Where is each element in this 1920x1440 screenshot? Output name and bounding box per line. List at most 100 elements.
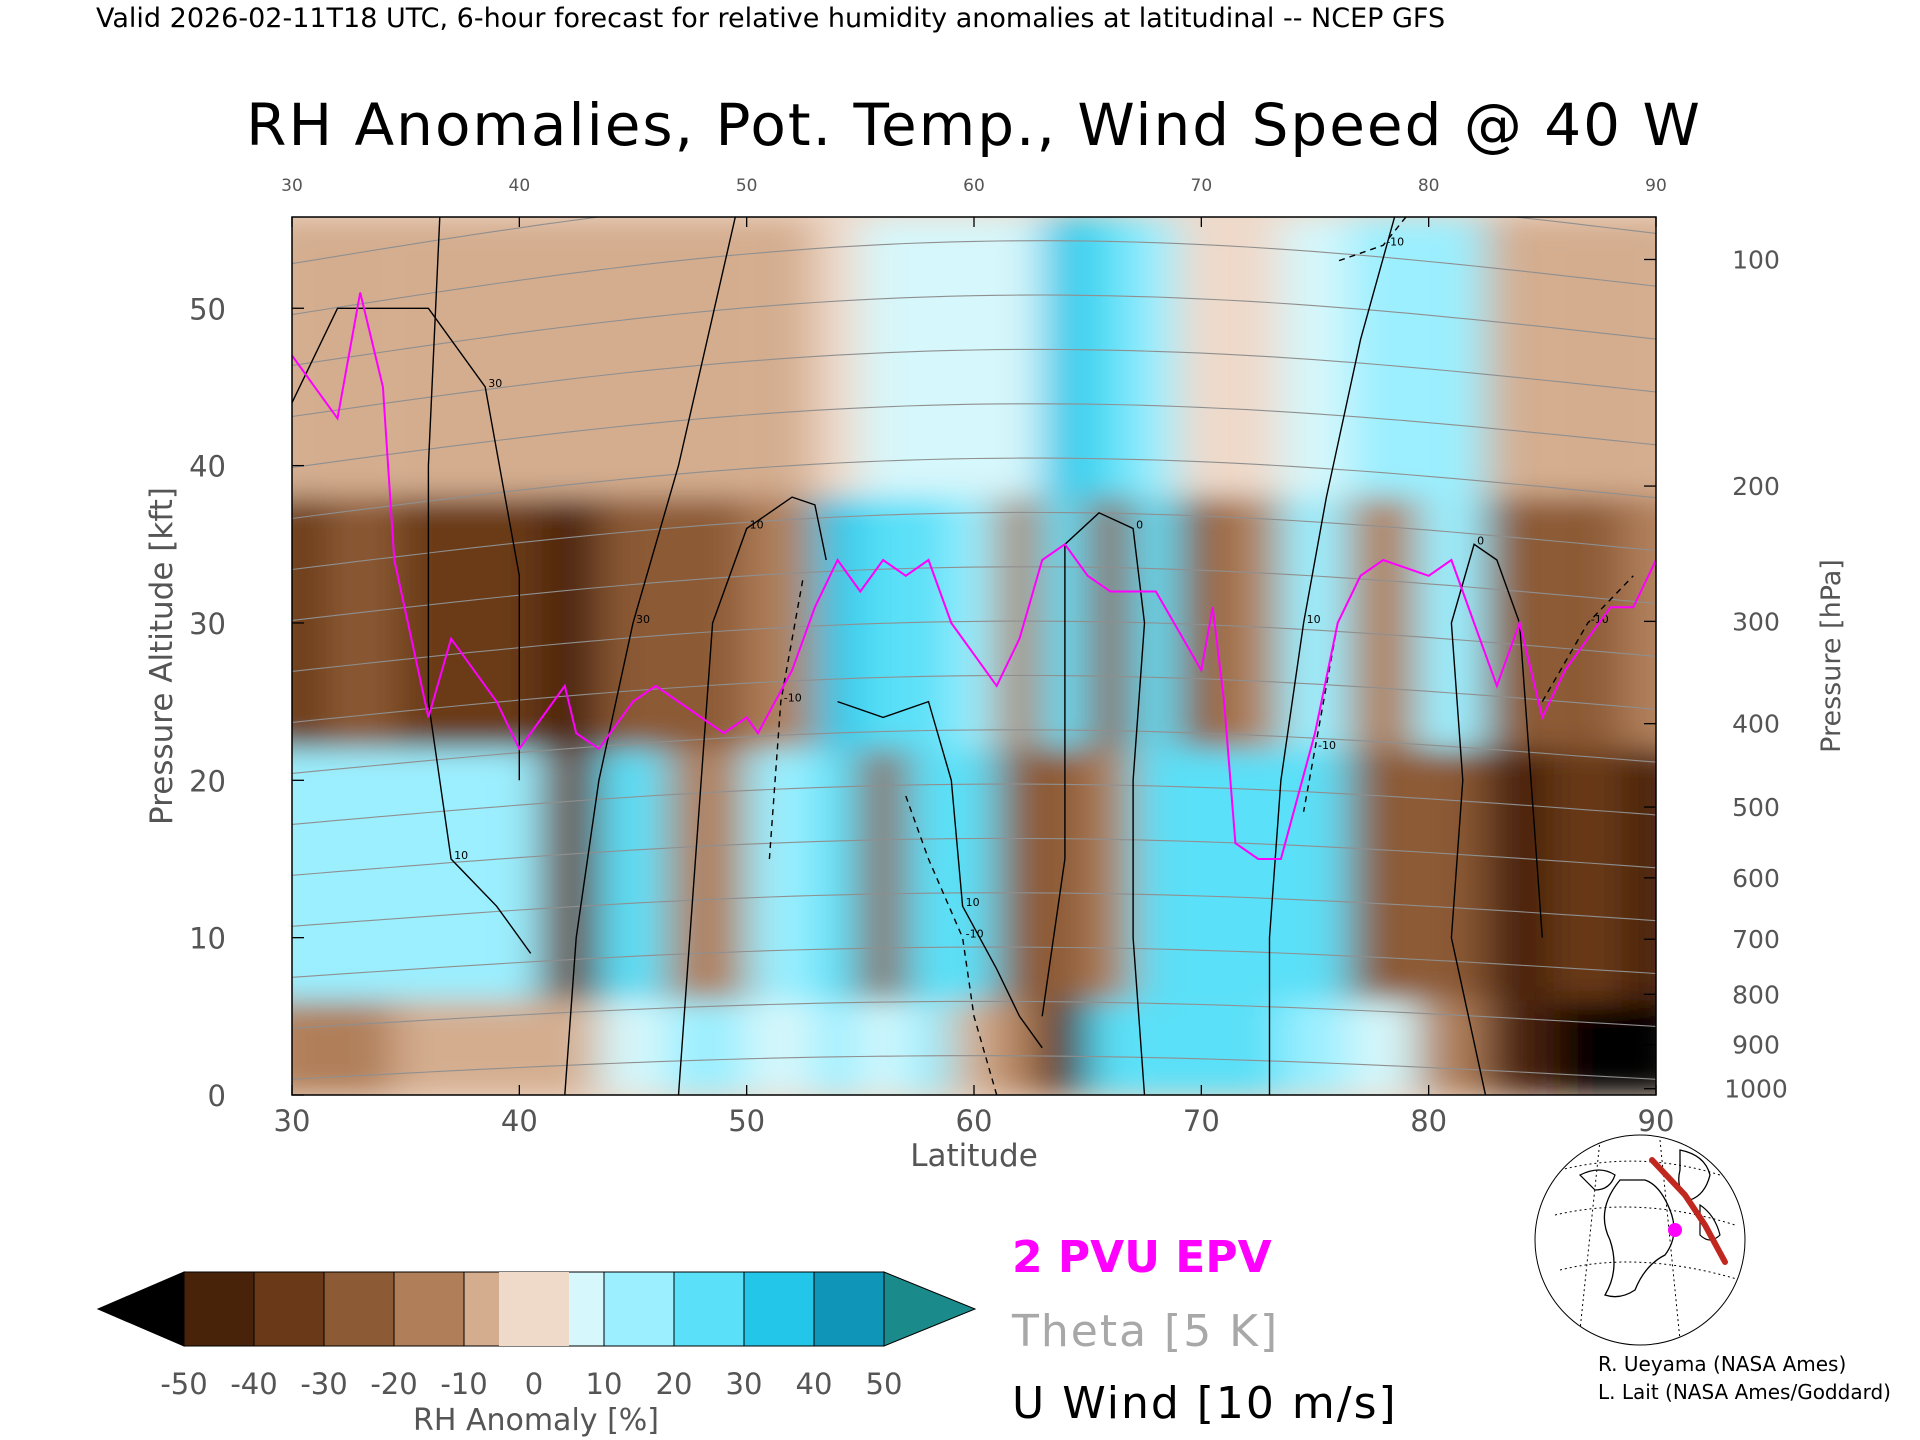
rh-cell (292, 217, 327, 498)
colorbar-center (499, 1272, 569, 1346)
rh-cell (1485, 1000, 1554, 1095)
u-wind-contour (1450, 543, 1543, 1095)
axes: 3030404050506060707080809090010203040501… (189, 176, 1788, 1138)
theta-contour (292, 403, 1656, 469)
theta-contour (292, 1000, 1656, 1029)
rh-cell (1349, 1000, 1418, 1095)
rh-cell (473, 497, 543, 749)
x-tick-label-top: 30 (281, 176, 303, 196)
rh-cell (1178, 1000, 1225, 1095)
colorbar-bin (183, 1271, 255, 1347)
u-wind-contour-label: 10 (1307, 613, 1321, 626)
rh-cell (473, 748, 543, 1001)
x-tick-label: 40 (501, 1104, 538, 1138)
theta-contour (292, 294, 1656, 367)
rh-cell (814, 217, 861, 498)
x-tick-label: 70 (1183, 1104, 1220, 1138)
x-tick-label-top: 70 (1191, 176, 1213, 196)
y2-axis-label: Pressure [hPa] (1816, 559, 1847, 753)
u-wind-contour (768, 575, 805, 860)
u-wind-contour (677, 496, 827, 1095)
rh-cell (394, 1000, 474, 1095)
u-wind-contour (1337, 217, 1407, 262)
epv-2pvu-line (292, 292, 1656, 860)
epv-2pvu-contour (292, 292, 1656, 860)
theta-contour (292, 837, 1656, 876)
pressure-tick-label: 800 (1732, 980, 1780, 1009)
rh-cell (1178, 497, 1225, 749)
credit-line-2: L. Lait (NASA Ames/Goddard) (1598, 1380, 1891, 1404)
colorbar-tick-label: 50 (866, 1367, 903, 1401)
u-wind-contour (837, 700, 1043, 1049)
colorbar-bin (813, 1271, 885, 1347)
u-wind-contour (564, 217, 736, 1095)
pressure-tick-label: 700 (1732, 925, 1780, 954)
u-wind-contour (905, 795, 998, 1095)
rh-anomaly-field (292, 217, 1656, 1095)
y-tick-label: 20 (189, 764, 226, 798)
theta-contour (292, 892, 1656, 927)
pressure-tick-label: 400 (1732, 710, 1780, 739)
rh-cell (951, 1000, 997, 1095)
rh-cell (1178, 748, 1225, 1001)
y-tick-label: 0 (208, 1079, 226, 1113)
rh-cell (1349, 217, 1418, 498)
rh-cell (905, 1000, 952, 1095)
rh-cell (1349, 497, 1418, 749)
u-wind-contour (1268, 217, 1396, 1095)
rh-cell (598, 1000, 668, 1095)
header-line: Valid 2026-02-11T18 UTC, 6-hour forecast… (96, 3, 1445, 34)
x-tick-label-top: 50 (736, 176, 758, 196)
chart-title: RH Anomalies, Pot. Temp., Wind Speed @ 4… (246, 91, 1702, 159)
theta-contours (292, 217, 1656, 1080)
rh-cell (542, 748, 599, 1001)
rh-cell (746, 1000, 815, 1095)
rh-cell (1553, 748, 1622, 1001)
u-wind-contour (427, 217, 532, 954)
colorbar-tick-label: 20 (656, 1367, 693, 1401)
rh-cell (1553, 1000, 1622, 1095)
rh-cell (860, 748, 906, 1001)
rh-cell (905, 748, 952, 1001)
rh-cell (326, 1000, 395, 1095)
rh-cell (746, 497, 815, 749)
rh-cell (667, 217, 747, 498)
pressure-tick-label: 900 (1732, 1031, 1780, 1060)
rh-cell (1087, 217, 1134, 498)
u-wind-contour-label: 0 (1477, 534, 1484, 547)
colorbar-tick-label: -40 (230, 1367, 277, 1401)
rh-cell (1621, 748, 1656, 1001)
x-axis-label: Latitude (910, 1138, 1038, 1174)
y-tick-label: 30 (189, 607, 226, 641)
colorbar-tick-label: 10 (586, 1367, 623, 1401)
legend-theta: Theta [5 K] (1011, 1306, 1279, 1357)
colorbar-tick-label: 40 (796, 1367, 833, 1401)
x-tick-label: 80 (1410, 1104, 1447, 1138)
rh-cell (1485, 217, 1554, 498)
rh-cell (905, 217, 952, 498)
rh-cell (326, 748, 395, 1001)
rh-cell (1087, 1000, 1134, 1095)
rh-cell (1621, 217, 1656, 498)
theta-contour (292, 1055, 1656, 1080)
credit-line-1: R. Ueyama (NASA Ames) (1598, 1352, 1846, 1376)
u-wind-contour-label: -10 (1386, 235, 1404, 248)
colorbar-label: RH Anomaly [%] (413, 1403, 659, 1438)
colorbar-tick-label: -50 (160, 1367, 207, 1401)
rh-cell (1133, 217, 1179, 498)
u-wind-contour (1302, 622, 1339, 812)
colorbar-tick-label: -20 (370, 1367, 417, 1401)
rh-cell (394, 748, 474, 1001)
u-wind-contour-label: 0 (1136, 519, 1143, 532)
rh-cell (1224, 748, 1281, 1001)
rh-cell (996, 748, 1043, 1001)
theta-contour (292, 946, 1656, 978)
rh-cell (1133, 1000, 1179, 1095)
rh-cell (1087, 748, 1134, 1001)
x-tick-label: 90 (1638, 1104, 1675, 1138)
rh-cell (1042, 1000, 1088, 1095)
rh-cell (1349, 748, 1418, 1001)
y-tick-label: 50 (189, 292, 226, 326)
